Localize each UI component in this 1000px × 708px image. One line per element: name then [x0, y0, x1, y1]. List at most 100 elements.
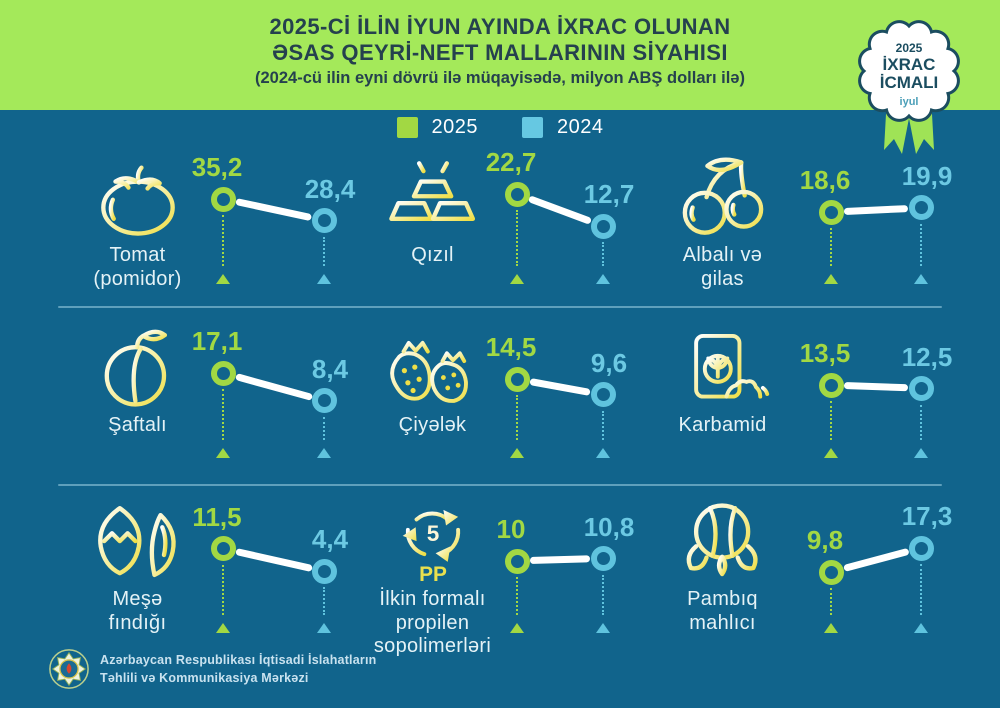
pp-number: 5	[426, 521, 439, 546]
legend-swatch-2025	[396, 117, 418, 138]
legend-swatch-2024	[522, 117, 543, 138]
product-label: Pambıq mahlıcı	[687, 588, 758, 634]
marker-2024	[590, 382, 616, 408]
marker-2024	[311, 208, 337, 234]
pp-recycle-icon: 5 PP	[402, 509, 460, 586]
dotted-line-2025	[830, 588, 832, 615]
dotted-line-2024	[602, 410, 604, 440]
connector-line	[527, 195, 593, 225]
page-title: 2025-Cİ İLİN İYUN AYINDA İXRAC OLUNAN ƏS…	[0, 14, 1000, 88]
dotted-line-2024	[920, 564, 922, 615]
dotted-line-2025	[516, 210, 518, 266]
seal-icon: 2025 İXRAC İCMALI iyul	[858, 20, 960, 154]
triangle-2025	[216, 448, 230, 458]
legend: 2025 2024	[0, 116, 1000, 139]
dotted-line-2025	[830, 228, 832, 266]
dotted-line-2024	[602, 574, 604, 615]
product-cell-albali: Albalı və gilas 18,6 19,9	[645, 148, 952, 308]
icon-column: Tomat (pomidor)	[60, 148, 215, 291]
triangle-2025	[216, 623, 230, 633]
icon-column: Pambıq mahlıcı	[645, 492, 800, 635]
cherry-icon	[682, 157, 763, 235]
dotted-line-2024	[602, 242, 604, 266]
legend-label-2025: 2025	[431, 116, 478, 138]
product-cell-mese-findigi: Meşə fındığı 11,5 4,4	[60, 492, 360, 652]
triangle-2025	[824, 623, 838, 633]
product-label: Albalı və gilas	[682, 244, 763, 290]
triangle-2024	[596, 623, 610, 633]
value-2025: 17,1	[191, 326, 243, 357]
product-cell-qizil: Qızıl 22,7 12,7	[355, 147, 655, 308]
triangle-2025	[510, 623, 524, 633]
triangle-2024	[596, 274, 610, 284]
product-label: İlkin formalı propilen sopolimerləri	[373, 588, 492, 658]
product-label: Karbamid	[678, 414, 767, 436]
marker-2024	[311, 558, 337, 584]
hazelnut-icon	[97, 506, 176, 578]
dotted-line-2024	[323, 416, 325, 440]
ixrac-icmali-seal-badge: 2025 İXRAC İCMALI iyul	[850, 8, 968, 158]
azerbaijan-emblem-icon	[49, 649, 89, 689]
product-cell-pambiq: Pambıq mahlıcı 9,8 17,3	[645, 492, 952, 652]
marker-2025	[818, 199, 844, 225]
organization-name: Azərbaycan Respublikası İqtisadi İslahat…	[100, 651, 376, 687]
value-2025: 35,2	[191, 152, 243, 183]
connector-line	[529, 555, 591, 565]
product-cell-tomat: Tomat (pomidor) 35,2 28,4	[60, 148, 360, 308]
badge-line1: İXRAC	[883, 55, 936, 74]
marker-2024	[908, 195, 934, 221]
value-2024: 8,4	[311, 353, 349, 384]
value-2024: 9,6	[590, 347, 628, 378]
dotted-line-2024	[920, 223, 922, 266]
pp-code: PP	[419, 563, 447, 586]
org-line-1: Azərbaycan Respublikası İqtisadi İslahat…	[100, 652, 377, 667]
tomato-icon	[100, 165, 175, 236]
value-2025: 9,8	[806, 525, 844, 555]
product-cell-propilen: 5 PP İlkin formalı propilen sopolimerlər…	[355, 492, 655, 657]
icon-column: Çiyələk	[355, 318, 510, 438]
icon-column: Albalı və gilas	[645, 148, 800, 291]
connector-line	[843, 382, 909, 392]
triangle-2025	[510, 274, 524, 284]
row-divider-1	[58, 306, 942, 308]
marker-2025	[818, 372, 844, 398]
value-2024: 12,5	[901, 341, 953, 372]
connector-line	[842, 547, 910, 573]
product-cell-ciyelek: Çiyələk 14,5 9,6	[355, 318, 655, 478]
legend-label-2024: 2024	[557, 116, 604, 138]
dotted-line-2024	[920, 404, 922, 440]
triangle-2024	[914, 274, 928, 284]
icon-column: Qızıl	[355, 148, 510, 268]
dotted-line-2025	[222, 564, 224, 615]
footer: Azərbaycan Respublikası İqtisadi İslahat…	[48, 648, 376, 690]
badge-line2: İCMALI	[880, 73, 939, 92]
value-2024: 28,4	[304, 173, 356, 204]
dotted-line-2025	[516, 395, 518, 440]
marker-2024	[590, 546, 616, 572]
triangle-2025	[824, 448, 838, 458]
value-2024: 10,8	[583, 511, 635, 542]
value-2025: 22,7	[485, 147, 537, 177]
value-2025: 10	[496, 514, 526, 545]
title-line-2: ƏSAS QEYRİ-NEFT MALLARININ SİYAHISI	[272, 39, 728, 65]
header-band: 2025-Cİ İLİN İYUN AYINDA İXRAC OLUNAN ƏS…	[0, 0, 1000, 110]
icon-column: Şaftalı	[60, 318, 215, 438]
product-label: Qızıl	[411, 244, 454, 266]
icon-column: Meşə fındığı	[60, 492, 215, 635]
value-2024: 17,3	[901, 501, 953, 531]
marker-2024	[908, 535, 934, 561]
product-label: Çiyələk	[398, 414, 467, 436]
connector-line	[843, 205, 909, 215]
dotted-line-2025	[222, 215, 224, 266]
value-2024: 19,9	[901, 160, 953, 191]
marker-2024	[908, 376, 934, 402]
row-divider-2	[58, 484, 942, 486]
marker-2025	[504, 366, 530, 392]
icon-column: Karbamid	[645, 318, 800, 438]
value-2025: 18,6	[799, 165, 851, 196]
title-line-1: 2025-Cİ İLİN İYUN AYINDA İXRAC OLUNAN	[269, 14, 731, 39]
value-2025: 11,5	[192, 501, 242, 532]
marker-2025	[504, 181, 530, 207]
marker-2024	[590, 213, 616, 239]
